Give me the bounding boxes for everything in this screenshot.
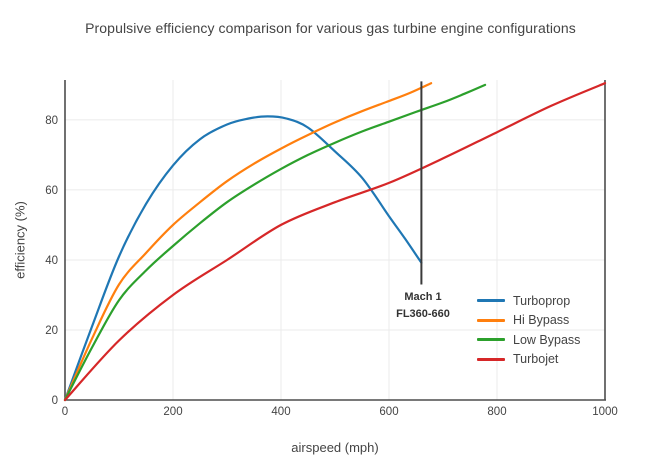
legend-item-hi-bypass[interactable]: Hi Bypass [477,311,580,331]
legend-label-turboprop: Turboprop [513,293,571,308]
x-tick-label: 1000 [592,406,618,418]
y-tick-label: 0 [52,395,58,407]
x-axis-title: airspeed (mph) [291,440,379,455]
legend-label-low-bypass: Low Bypass [513,332,581,347]
x-tick-label: 800 [487,406,506,418]
y-tick-label: 40 [45,255,58,267]
y-tick-label: 20 [45,325,58,337]
legend-swatch-low-bypass [477,338,505,342]
legend-swatch-turboprop [477,299,505,303]
legend-label-turbojet: Turbojet [513,352,559,367]
chart-title: Propulsive efficiency comparison for var… [85,20,576,36]
legend-item-turboprop[interactable]: Turboprop [477,291,580,311]
x-tick-label: 200 [163,406,182,418]
legend-swatch-turbojet [477,357,505,361]
x-tick-label: 600 [379,406,398,418]
legend-swatch-hi-bypass [477,318,505,322]
mach-annotation-line-2: FL360-660 [396,308,450,320]
y-tick-label: 80 [45,115,58,127]
series-line-hi-bypass[interactable] [63,82,433,402]
y-tick-label: 60 [45,185,58,197]
mach-annotation: Mach 1 FL360-660 [396,289,450,323]
mach-annotation-line-1: Mach 1 [404,291,442,303]
legend-label-hi-bypass: Hi Bypass [513,313,570,328]
series-line-turboprop[interactable] [63,115,423,402]
series-line-low-bypass[interactable] [63,83,487,402]
legend-item-low-bypass[interactable]: Low Bypass [477,330,580,350]
legend-item-turbojet[interactable]: Turbojet [477,350,580,370]
x-tick-label: 400 [271,406,290,418]
x-tick-label: 0 [62,406,68,418]
legend: Turboprop Hi Bypass Low Bypass Turbojet [477,291,580,369]
y-axis-title: efficiency (%) [12,201,28,279]
series-line-turbojet[interactable] [63,82,607,402]
